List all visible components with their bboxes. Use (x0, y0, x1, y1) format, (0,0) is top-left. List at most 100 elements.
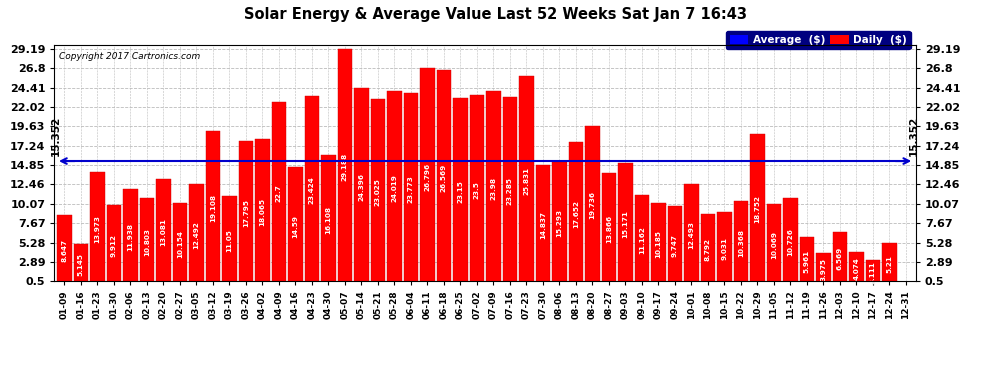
Text: Copyright 2017 Cartronics.com: Copyright 2017 Cartronics.com (58, 52, 200, 61)
Text: 14.59: 14.59 (292, 215, 298, 238)
Bar (57, 215, 71, 285)
Text: 19.736: 19.736 (589, 191, 595, 219)
Bar (354, 88, 368, 285)
Text: 9.912: 9.912 (111, 234, 117, 256)
Text: 5.145: 5.145 (78, 253, 84, 276)
Bar (305, 96, 319, 285)
Bar (90, 172, 105, 285)
Bar (420, 68, 435, 285)
Text: 8.647: 8.647 (61, 239, 67, 262)
Bar (750, 134, 764, 285)
Bar (816, 253, 831, 285)
Bar (684, 184, 699, 285)
Bar (635, 195, 649, 285)
Bar (255, 139, 269, 285)
Text: 26.569: 26.569 (441, 164, 446, 192)
Bar (849, 252, 863, 285)
Text: 12.492: 12.492 (193, 221, 199, 249)
Text: 3.111: 3.111 (870, 261, 876, 284)
Bar (734, 201, 748, 285)
Bar (833, 232, 847, 285)
Text: 3.975: 3.975 (821, 258, 827, 281)
Bar (123, 189, 138, 285)
Text: 15.171: 15.171 (623, 210, 629, 238)
Text: 5.21: 5.21 (886, 255, 892, 273)
Text: 23.424: 23.424 (309, 177, 315, 204)
Text: 10.069: 10.069 (771, 231, 777, 258)
Text: 13.081: 13.081 (160, 218, 166, 246)
Text: 15.352: 15.352 (909, 116, 919, 156)
Bar (156, 179, 170, 285)
Bar (271, 102, 286, 285)
Text: 23.98: 23.98 (490, 177, 496, 200)
Bar (206, 130, 220, 285)
Text: 24.396: 24.396 (358, 172, 364, 201)
Text: 10.368: 10.368 (738, 230, 743, 257)
Bar (140, 198, 154, 285)
Bar (651, 203, 665, 285)
Text: 17.652: 17.652 (573, 200, 579, 228)
Text: 13.973: 13.973 (94, 215, 100, 243)
Text: 8.792: 8.792 (705, 238, 711, 261)
Bar (453, 98, 467, 285)
Text: 11.938: 11.938 (128, 223, 134, 251)
Text: 10.154: 10.154 (177, 230, 183, 258)
Text: 9.031: 9.031 (722, 237, 728, 260)
Text: 19.108: 19.108 (210, 194, 216, 222)
Bar (536, 165, 550, 285)
Text: 23.773: 23.773 (408, 175, 414, 203)
Bar (222, 196, 237, 285)
Text: 25.831: 25.831 (524, 167, 530, 195)
Text: 23.285: 23.285 (507, 177, 513, 205)
Text: 24.019: 24.019 (391, 174, 397, 202)
Text: 29.188: 29.188 (342, 153, 347, 181)
Text: 10.726: 10.726 (787, 228, 793, 256)
Text: 14.837: 14.837 (540, 211, 545, 239)
Text: 15.352: 15.352 (51, 116, 61, 156)
Text: 18.065: 18.065 (259, 198, 265, 226)
Text: 23.15: 23.15 (457, 180, 463, 203)
Bar (717, 212, 732, 285)
Bar (338, 49, 352, 285)
Text: Solar Energy & Average Value Last 52 Weeks Sat Jan 7 16:43: Solar Energy & Average Value Last 52 Wee… (244, 8, 746, 22)
Text: 17.795: 17.795 (243, 199, 248, 227)
Bar (404, 93, 418, 285)
Bar (618, 162, 633, 285)
Text: 11.162: 11.162 (639, 226, 644, 254)
Text: 23.5: 23.5 (474, 181, 480, 199)
Text: 22.7: 22.7 (276, 184, 282, 202)
Bar (107, 205, 121, 285)
Text: 16.108: 16.108 (326, 206, 332, 234)
Bar (865, 260, 880, 285)
Bar (469, 95, 484, 285)
Bar (667, 206, 682, 285)
Bar (882, 243, 897, 285)
Bar (189, 184, 204, 285)
Bar (800, 237, 814, 285)
Text: 6.569: 6.569 (837, 247, 842, 270)
Text: 10.803: 10.803 (144, 228, 149, 255)
Bar (321, 155, 336, 285)
Bar (73, 244, 88, 285)
Bar (568, 142, 583, 285)
Text: 9.747: 9.747 (672, 234, 678, 257)
Text: 13.866: 13.866 (606, 215, 612, 243)
Bar (783, 198, 798, 285)
Bar (239, 141, 253, 285)
Bar (437, 70, 451, 285)
Bar (552, 162, 566, 285)
Bar (701, 214, 715, 285)
Text: 4.074: 4.074 (853, 257, 859, 280)
Bar (288, 167, 303, 285)
Text: 18.752: 18.752 (754, 195, 760, 223)
Bar (519, 76, 534, 285)
Bar (387, 91, 402, 285)
Text: 12.493: 12.493 (688, 221, 694, 249)
Bar (602, 173, 616, 285)
Text: 26.796: 26.796 (425, 163, 431, 191)
Bar (370, 99, 385, 285)
Text: 5.961: 5.961 (804, 250, 810, 273)
Text: 11.05: 11.05 (227, 229, 233, 252)
Bar (172, 203, 187, 285)
Text: 15.293: 15.293 (556, 209, 562, 237)
